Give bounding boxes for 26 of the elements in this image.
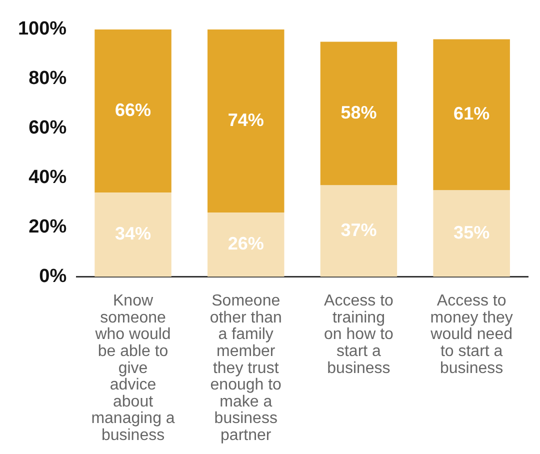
data-label: 26% xyxy=(228,234,264,254)
data-label: 35% xyxy=(454,222,490,242)
y-tick-label: 20% xyxy=(28,216,67,238)
bar xyxy=(320,42,398,186)
data-label: 34% xyxy=(115,224,152,244)
bar xyxy=(208,212,284,277)
bar xyxy=(433,190,510,277)
bar xyxy=(433,39,510,190)
category-label: Know someone who would be able to give advice about managing a business xyxy=(91,292,175,444)
x-tick-label: Access to money they would need to start a business xyxy=(430,292,513,377)
category-label: Someone other than a family member they trust enough to make a business partner xyxy=(210,292,282,444)
bar xyxy=(320,185,398,277)
y-tick-label: 0% xyxy=(39,266,67,288)
data-label: 66% xyxy=(115,100,152,120)
y-tick-label: 60% xyxy=(28,118,67,139)
y-tick-label: 80% xyxy=(28,68,67,90)
x-tick-label: Access to training on how to start a business xyxy=(324,292,394,377)
y-tick-label: 100% xyxy=(18,18,67,40)
bar xyxy=(208,29,284,212)
data-label: 74% xyxy=(228,110,264,130)
data-label: 58% xyxy=(340,102,377,122)
data-label: 37% xyxy=(340,220,377,240)
data-label: 61% xyxy=(454,104,490,124)
bar xyxy=(94,192,172,277)
y-tick-label: 40% xyxy=(28,167,67,188)
bar xyxy=(94,29,172,193)
